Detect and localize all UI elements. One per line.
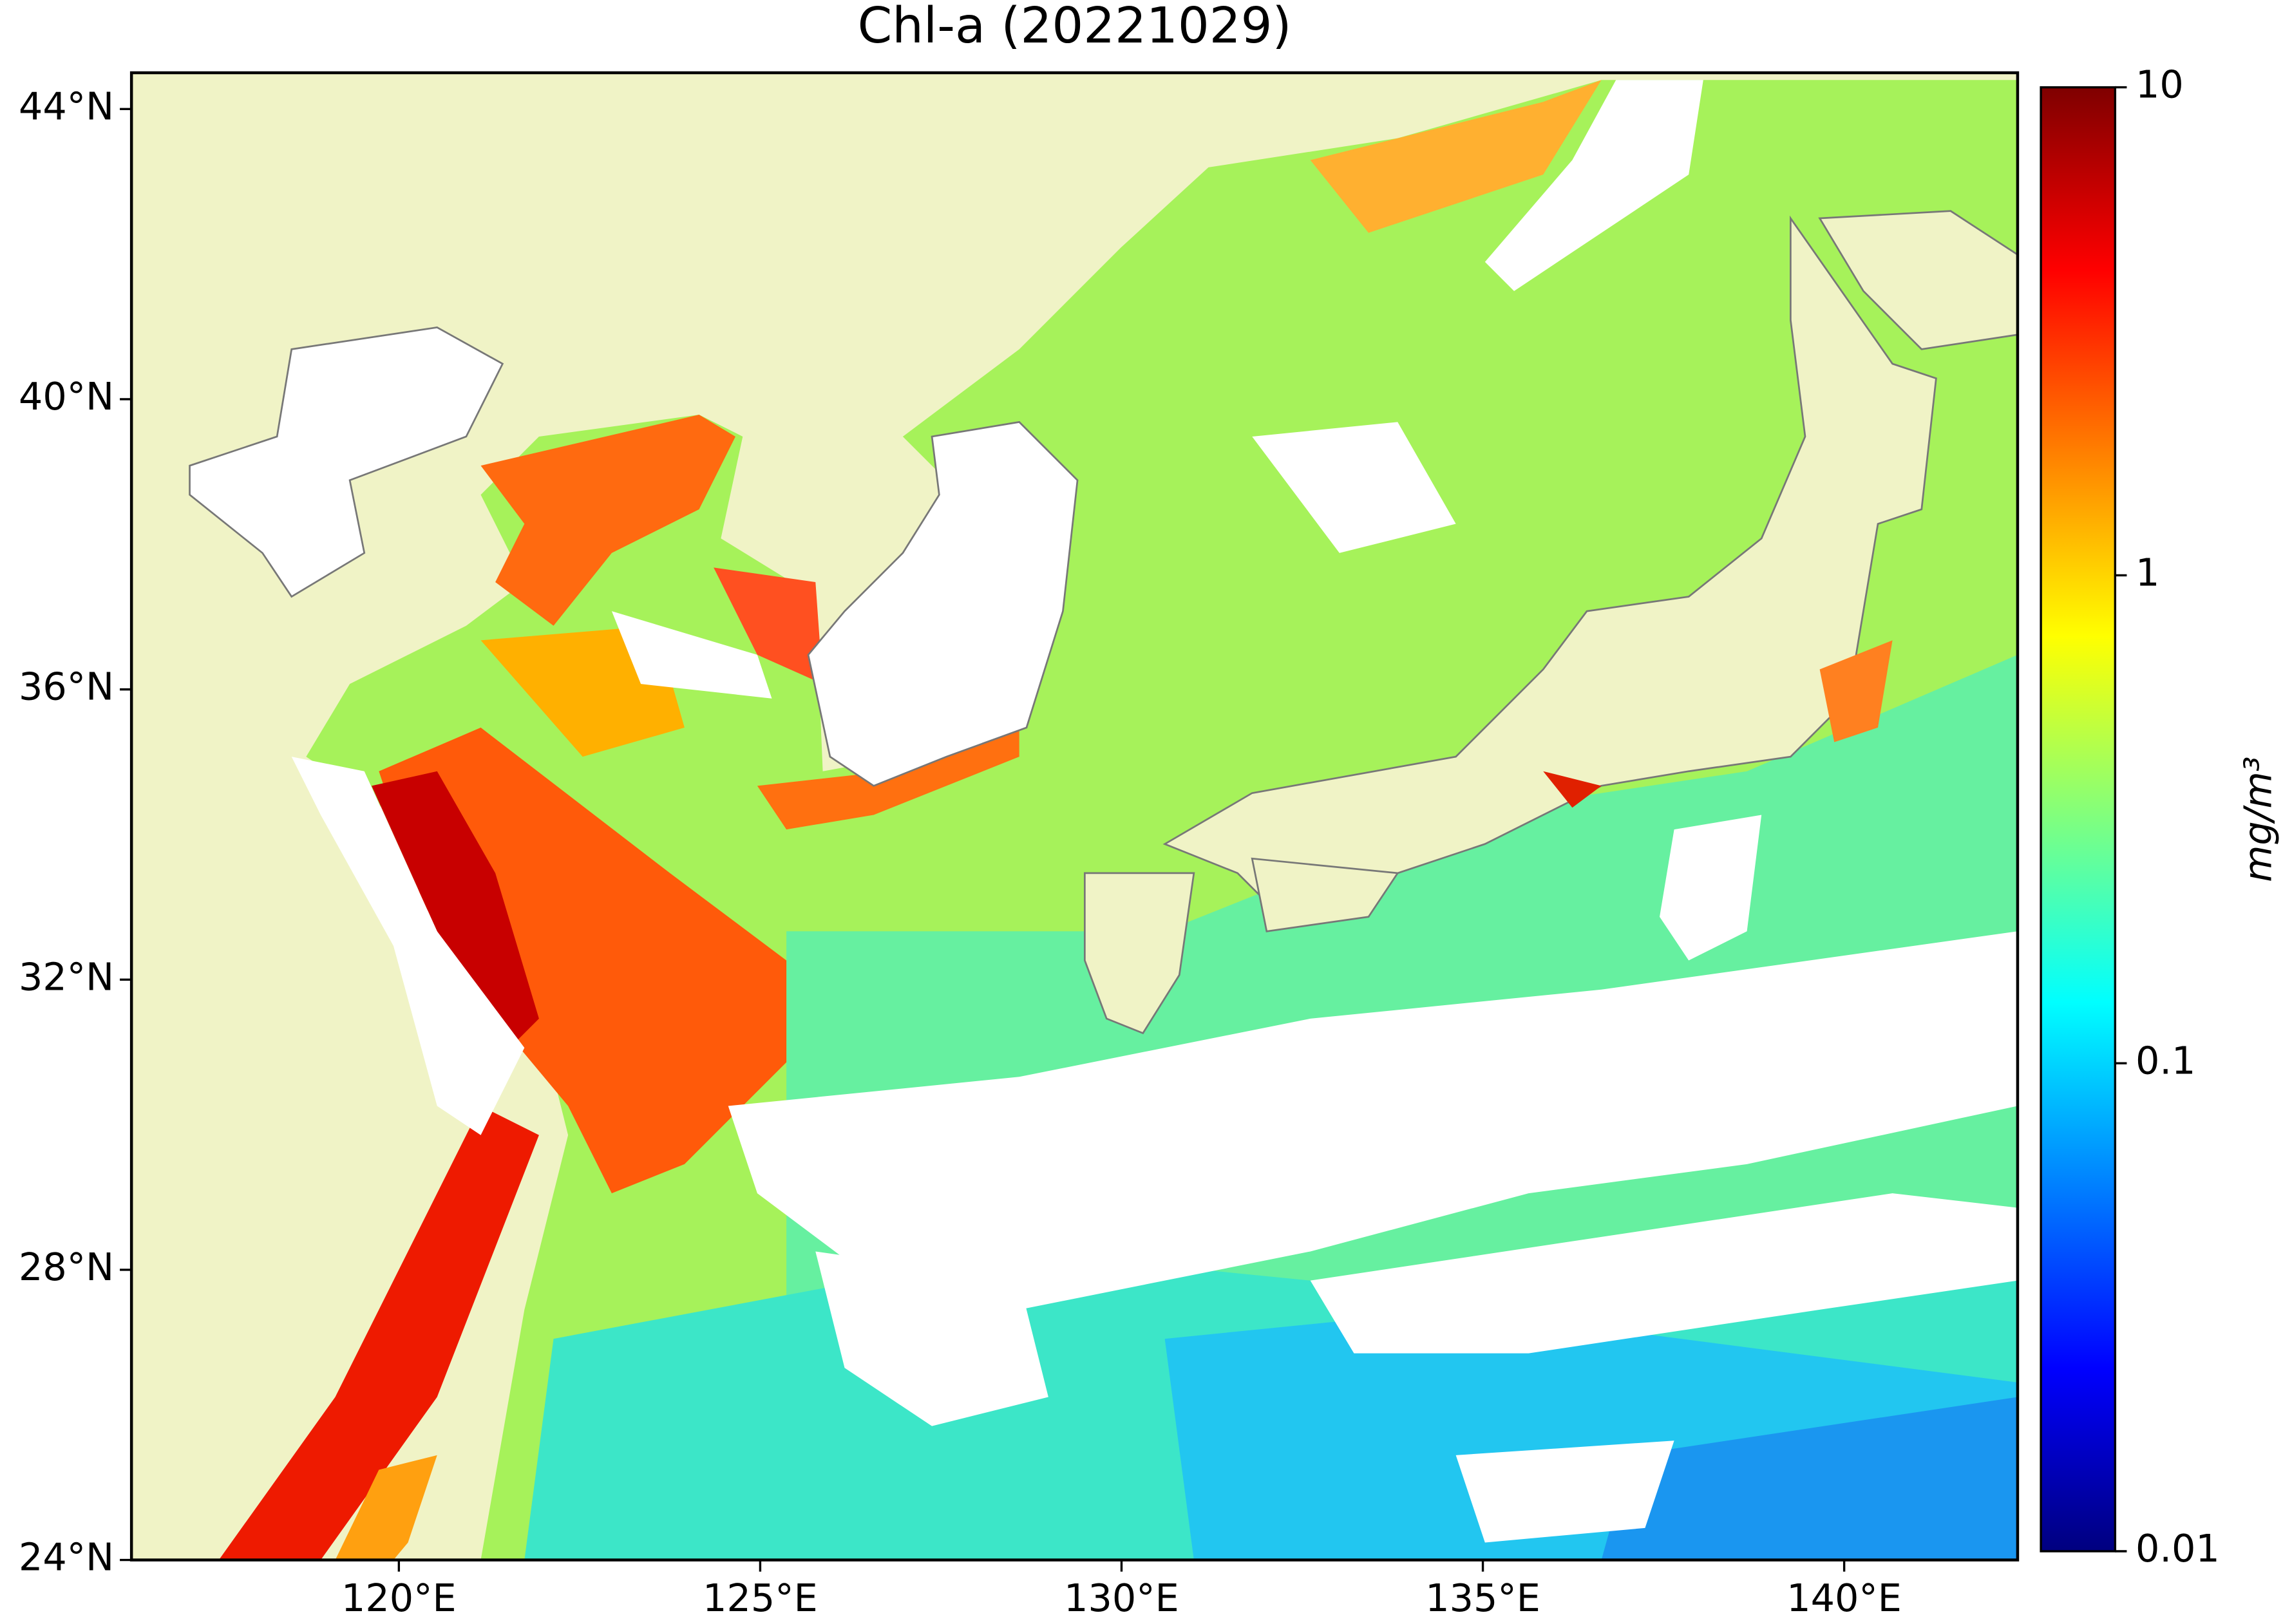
ocean-chlorophyll xyxy=(480,415,735,626)
no-data-area xyxy=(807,420,1079,787)
land xyxy=(1084,872,1195,1035)
x-tick-label: 135°E xyxy=(1425,1576,1540,1620)
land xyxy=(1251,857,1399,932)
colorbar-tick-label: 0.1 xyxy=(2136,1038,2195,1082)
ocean-chlorophyll xyxy=(714,567,823,685)
no-data-area xyxy=(728,931,2018,1310)
ocean-chlorophyll xyxy=(379,727,787,1194)
colorbar-tick-label: 1 xyxy=(2136,551,2159,595)
map-title: Chl-a (20221029) xyxy=(858,0,1292,55)
ocean-chlorophyll xyxy=(335,1455,437,1560)
no-data-area xyxy=(1310,1193,2018,1354)
y-tick-label: 44°N xyxy=(19,84,114,128)
ocean-chlorophyll xyxy=(1543,771,1602,808)
no-data-area xyxy=(291,757,525,1135)
ocean-chlorophyll xyxy=(372,771,539,1048)
map-image xyxy=(131,72,2018,1560)
colorbar-tick-label: 0.01 xyxy=(2136,1526,2220,1571)
no-data-area xyxy=(1455,1440,1674,1543)
y-tick-label: 28°N xyxy=(19,1245,114,1289)
x-tick-label: 140°E xyxy=(1786,1576,1902,1620)
y-tick-label: 36°N xyxy=(19,665,114,709)
colorbar-tick-label: 10 xyxy=(2136,62,2184,107)
ocean-chlorophyll xyxy=(1819,640,1893,742)
land xyxy=(1818,210,2018,350)
no-data-area xyxy=(1484,80,1703,291)
ocean-chlorophyll xyxy=(1601,1397,2018,1560)
x-tick-label: 130°E xyxy=(1064,1576,1179,1620)
y-tick-label: 24°N xyxy=(19,1535,114,1580)
x-tick-label: 120°E xyxy=(341,1576,457,1620)
ocean-chlorophyll xyxy=(1310,80,1602,233)
ocean-chlorophyll xyxy=(218,1106,539,1560)
colorbar-label: mg/m³ xyxy=(2235,757,2280,882)
y-tick-label: 32°N xyxy=(19,954,114,999)
map-frame xyxy=(129,71,2020,1562)
no-data-area xyxy=(815,1251,1048,1426)
colorbar xyxy=(2040,86,2117,1553)
no-data-area xyxy=(1660,815,1762,961)
no-data-area xyxy=(189,326,504,598)
no-data-area xyxy=(611,611,772,699)
no-data-area xyxy=(1252,422,1456,553)
y-tick-label: 40°N xyxy=(19,374,114,419)
x-tick-label: 125°E xyxy=(703,1576,818,1620)
